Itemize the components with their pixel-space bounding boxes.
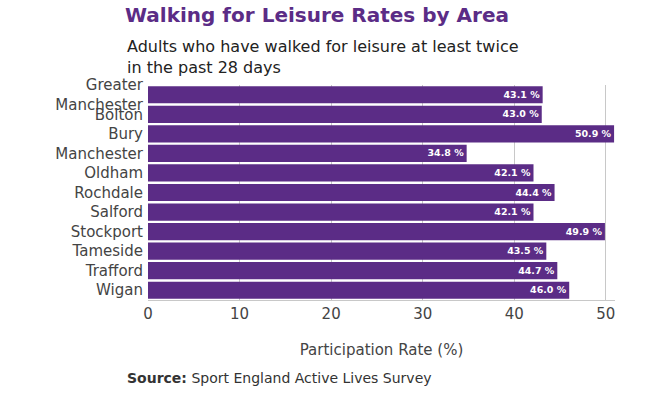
svg-text:42.1 %: 42.1 % [494, 167, 531, 178]
svg-text:44.4 %: 44.4 % [515, 187, 552, 198]
svg-text:50.9 %: 50.9 % [575, 128, 612, 139]
svg-text:20: 20 [322, 305, 341, 323]
svg-text:Bolton: Bolton [95, 106, 143, 124]
svg-text:Source: Sport England Active L: Source: Sport England Active Lives Surve… [127, 370, 432, 386]
svg-text:Manchester: Manchester [55, 145, 144, 163]
svg-text:49.9 %: 49.9 % [566, 226, 603, 237]
svg-text:34.8 %: 34.8 % [427, 147, 464, 158]
svg-text:GreaterManchester: GreaterManchester [55, 76, 144, 114]
svg-text:43.1 %: 43.1 % [503, 89, 540, 100]
svg-text:46.0 %: 46.0 % [530, 284, 567, 295]
svg-text:Oldham: Oldham [84, 164, 143, 182]
svg-text:0: 0 [143, 305, 153, 323]
svg-text:43.5 %: 43.5 % [507, 245, 544, 256]
svg-text:10: 10 [230, 305, 249, 323]
svg-text:42.1 %: 42.1 % [494, 206, 531, 217]
svg-text:40: 40 [505, 305, 524, 323]
svg-text:Salford: Salford [90, 203, 143, 221]
svg-text:50: 50 [596, 305, 615, 323]
svg-text:43.0 %: 43.0 % [503, 108, 540, 119]
svg-text:Bury: Bury [108, 125, 143, 143]
svg-text:Tameside: Tameside [72, 242, 143, 260]
svg-text:Stockport: Stockport [71, 223, 143, 241]
svg-text:Wigan: Wigan [96, 281, 143, 299]
svg-text:Rochdale: Rochdale [74, 184, 143, 202]
svg-text:Participation Rate (%): Participation Rate (%) [300, 341, 464, 359]
svg-text:Trafford: Trafford [85, 262, 143, 280]
svg-text:Walking for Leisure Rates by A: Walking for Leisure Rates by Area [125, 3, 509, 27]
svg-text:Adults who have walked for lei: Adults who have walked for leisure at le… [127, 37, 519, 77]
svg-text:30: 30 [413, 305, 432, 323]
svg-text:44.7 %: 44.7 % [518, 265, 555, 276]
